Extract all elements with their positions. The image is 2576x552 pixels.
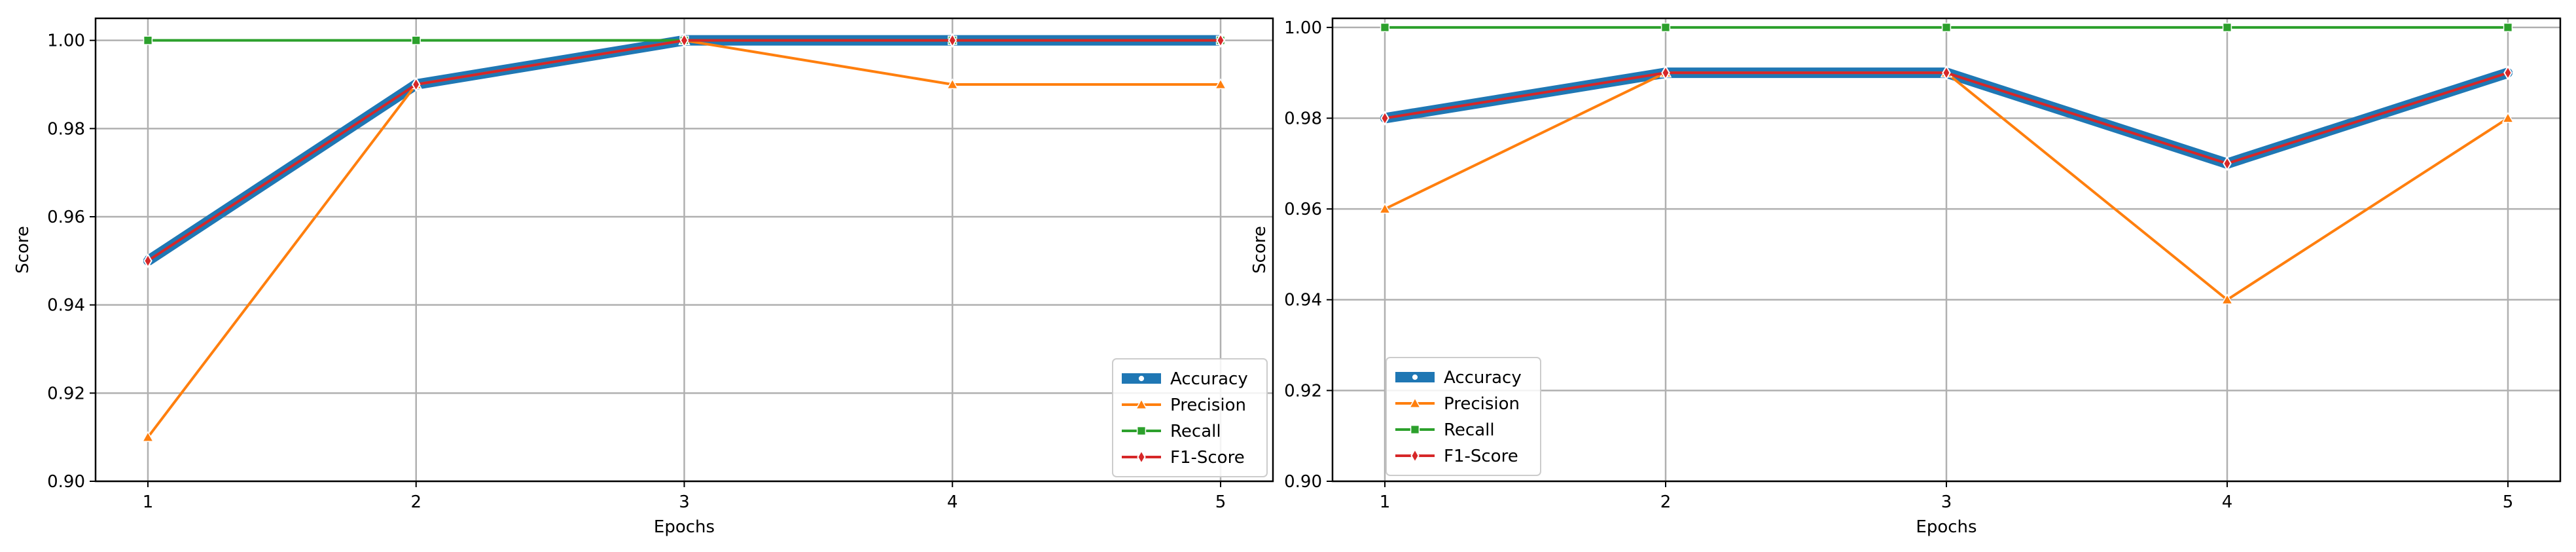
data-point	[1378, 202, 1391, 214]
y-tick-label: 0.96	[47, 208, 85, 227]
data-point	[1380, 110, 1389, 126]
data-point	[679, 33, 689, 48]
legend-item: Accuracy	[1122, 369, 1248, 389]
legend-item: Recall	[1395, 420, 1495, 440]
legend-label: Recall	[1444, 420, 1495, 440]
data-point	[1214, 78, 1227, 90]
x-tick-label: 2	[410, 492, 421, 512]
data-point	[141, 431, 154, 442]
data-point	[1660, 22, 1671, 33]
legend-label: Precision	[1170, 396, 1246, 415]
y-axis-label: Score	[1250, 226, 1270, 274]
legend-item: F1-Score	[1395, 447, 1518, 466]
grid	[96, 18, 1273, 483]
x-tick-label: 1	[1380, 492, 1391, 512]
data-point	[948, 33, 957, 48]
y-tick-label: 0.90	[1284, 472, 1322, 492]
x-tick-label: 3	[679, 492, 690, 512]
legend-label: F1-Score	[1444, 447, 1518, 466]
legend-item: Precision	[1122, 396, 1246, 415]
x-tick-label: 1	[143, 492, 154, 512]
data-point	[143, 253, 152, 268]
y-tick-label: 0.90	[47, 472, 85, 492]
y-tick-label: 1.00	[47, 31, 85, 51]
y-tick-label: 0.94	[47, 296, 85, 316]
legend: Accuracy Precision Recall F1-Score	[1112, 358, 1268, 477]
legend-label: Accuracy	[1170, 369, 1248, 389]
x-tick-label: 2	[1660, 492, 1672, 512]
legend-marker	[1410, 448, 1420, 464]
ticks: 1 2 3 4 5 0.90 0.92 0.94 0.96 0.98 1.00	[47, 31, 1226, 512]
data-point	[1661, 65, 1670, 81]
data-point	[2222, 22, 2232, 33]
data-point	[2503, 65, 2513, 81]
data-point	[1942, 65, 1951, 81]
x-axis-label: Epochs	[654, 517, 715, 537]
data-point	[946, 78, 959, 90]
legend-box	[1112, 358, 1268, 477]
x-tick-label: 5	[2503, 492, 2514, 512]
x-tick-label: 4	[947, 492, 958, 512]
legend-label: Precision	[1444, 394, 1520, 414]
data-point	[2223, 156, 2232, 172]
legend-item: Precision	[1395, 394, 1520, 414]
x-tick-label: 3	[1941, 492, 1952, 512]
series-group	[141, 33, 1227, 442]
y-tick-label: 0.98	[47, 119, 85, 139]
data-point	[1941, 22, 1952, 33]
legend-item: Accuracy	[1395, 368, 1522, 388]
data-point	[2221, 293, 2234, 304]
data-point	[2501, 111, 2514, 123]
y-tick-label: 0.98	[1284, 109, 1322, 128]
legend-marker	[1136, 426, 1147, 436]
data-point	[143, 35, 153, 45]
data-point	[2503, 22, 2513, 33]
data-point	[1380, 22, 1390, 33]
series-f1-score	[143, 33, 1225, 268]
legend-marker	[1410, 424, 1420, 435]
x-axis-label: Epochs	[1916, 517, 1977, 537]
y-tick-label: 0.94	[1284, 291, 1322, 310]
legend-box	[1386, 357, 1541, 476]
legend-marker	[1136, 373, 1147, 384]
y-axis-label: Score	[13, 226, 33, 274]
y-tick-label: 1.00	[1284, 18, 1322, 38]
legend-marker	[1408, 397, 1422, 409]
legend: Accuracy Precision Recall F1-Score	[1386, 357, 1541, 476]
legend-marker	[1410, 372, 1420, 382]
ticks: 1 2 3 4 5 0.90 0.92 0.94 0.96 0.98 1.00	[1284, 18, 2513, 512]
legend-label: Accuracy	[1444, 368, 1522, 388]
y-tick-label: 0.92	[47, 384, 85, 403]
series-f1-score	[1380, 65, 2513, 172]
x-tick-label: 4	[2222, 492, 2233, 512]
series-recall	[1380, 22, 2513, 33]
legend-marker	[1135, 398, 1148, 410]
legend-label: F1-Score	[1170, 448, 1245, 468]
legend-item: F1-Score	[1122, 448, 1245, 468]
y-tick-label: 0.96	[1284, 200, 1322, 219]
data-point	[411, 77, 421, 92]
legend-label: Recall	[1170, 422, 1221, 441]
x-tick-label: 5	[1215, 492, 1226, 512]
y-tick-label: 0.92	[1284, 381, 1322, 401]
legend-item: Recall	[1122, 422, 1221, 441]
data-point	[411, 35, 421, 45]
chart-panel-right: 1 2 3 4 5 0.90 0.92 0.94 0.96 0.98 1.00 Epochs Score…	[1250, 17, 2562, 537]
legend-marker	[1137, 449, 1146, 465]
series-group	[1378, 22, 2514, 304]
data-point	[1216, 33, 1225, 48]
chart-panel-left: 1 2 3 4 5 0.90 0.92 0.94 0.96 0.98 1.00 Epochs Score…	[13, 17, 1274, 537]
